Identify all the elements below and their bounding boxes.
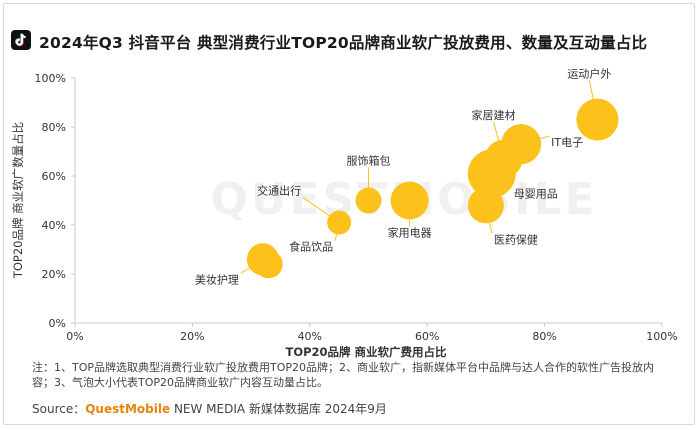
y-tick-label: 100% [35,72,66,85]
label-leader-line [485,205,493,234]
label-leader-line [302,197,340,223]
y-tick-label: 60% [42,170,66,183]
bubble-label: 医药保健 [494,232,538,246]
source-prefix: Source： [32,402,86,416]
label-leader-line [491,173,513,188]
bubble-label: 食品饮品 [289,240,333,254]
y-tick-label: 40% [42,219,66,232]
x-tick-label: 60% [415,330,439,343]
bubble-label: 家用电器 [388,226,432,240]
bubble-label: 服饰箱包 [347,154,391,168]
chart-title: 2024年Q3 抖音平台 典型消费行业TOP20品牌商业软广投放费用、数量及互动… [39,34,648,52]
chart-frame [3,3,695,425]
source-suffix: NEW MEDIA 新媒体数据库 2024年9月 [170,402,387,416]
label-leader-line [588,80,598,120]
bubble-label: 母婴用品 [514,188,558,201]
x-tick-label: 20% [180,330,204,343]
label-leader-line [493,121,504,159]
y-tick-label: 80% [42,121,66,134]
bubble-label: IT电子 [551,136,583,149]
bubble-label: 家居建材 [472,108,516,122]
y-tick-label: 0% [49,317,66,330]
label-leader-line [520,135,550,145]
douyin-logo-icon [11,30,31,50]
footnote: 注：1、TOP品牌选取典型消费行业软广投放费用TOP20品牌；2、商业软广，指新… [32,361,655,389]
y-tick-label: 20% [42,268,66,281]
bubble-label: 交通出行 [257,184,301,198]
bubble-label: 美妆护理 [195,272,239,286]
source-brand: QuestMobile [85,402,171,416]
bubble [254,250,283,279]
bubble-label: 运动户外 [567,67,611,81]
x-tick-label: 100% [646,330,677,343]
label-leader-line [240,258,264,274]
label-leader-line [334,222,340,241]
x-tick-label: 80% [532,330,556,343]
y-axis-label: TOP20品牌 商业软广数量占比 [11,122,25,279]
source-line: Source：QuestMobile NEW MEDIA 新媒体数据库 2024… [32,400,387,417]
x-tick-label: 0% [66,330,83,343]
x-tick-label: 40% [298,330,322,343]
x-axis-label: TOP20品牌 商业软广费用占比 [285,345,447,359]
